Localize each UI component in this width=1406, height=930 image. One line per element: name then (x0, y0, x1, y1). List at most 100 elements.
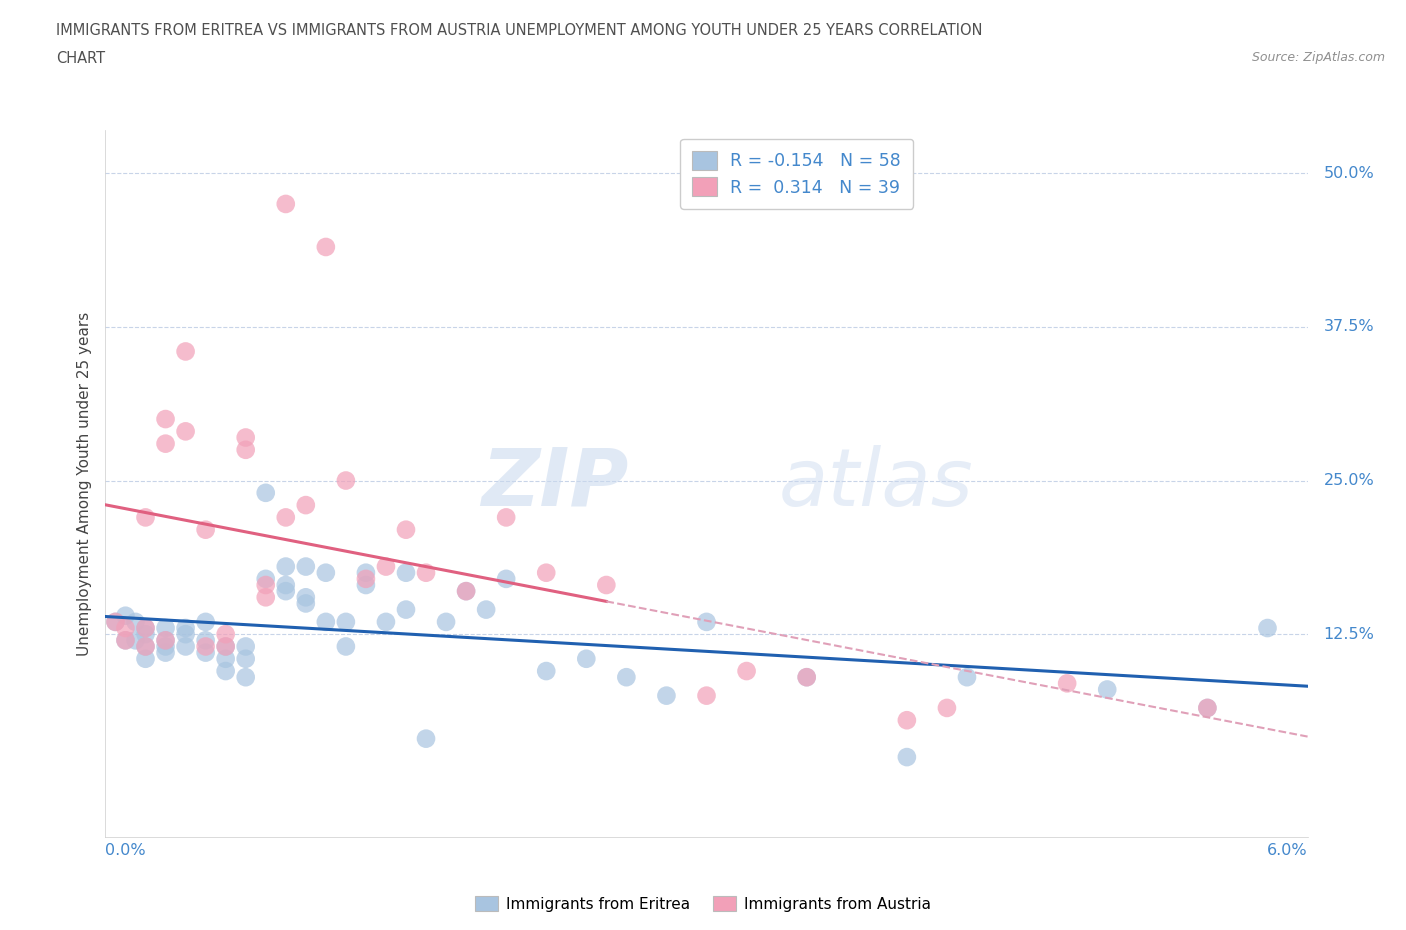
Point (235, 670, 257, 684)
Point (274, 510, 297, 525)
Point (174, 620, 197, 635)
Point (135, 510, 157, 525)
Text: 37.5%: 37.5% (1323, 319, 1374, 335)
Point (354, 578, 377, 592)
Point (374, 559, 398, 574)
Point (124, 615, 146, 630)
Point (1197, 700, 1219, 715)
Point (495, 571, 517, 586)
Point (454, 584, 477, 599)
Point (335, 473, 357, 488)
Point (475, 602, 498, 617)
Point (155, 620, 177, 635)
Point (796, 670, 818, 684)
Point (214, 627, 236, 642)
Point (194, 645, 217, 660)
Point (274, 578, 297, 592)
Text: 0.0%: 0.0% (105, 844, 146, 858)
Point (335, 639, 357, 654)
Point (374, 615, 398, 630)
Point (235, 443, 257, 458)
Point (936, 700, 959, 715)
Point (135, 620, 157, 635)
Point (194, 639, 217, 654)
Point (534, 664, 557, 679)
Point (395, 602, 418, 617)
Point (274, 559, 297, 574)
Legend: Immigrants from Eritrea, Immigrants from Austria: Immigrants from Eritrea, Immigrants from… (470, 889, 936, 918)
Point (135, 639, 157, 654)
Point (274, 196, 297, 211)
Point (104, 615, 127, 630)
Point (254, 571, 277, 586)
Text: 12.5%: 12.5% (1323, 627, 1375, 642)
Point (235, 639, 257, 654)
Text: 50.0%: 50.0% (1323, 166, 1374, 180)
Point (575, 651, 598, 666)
Point (655, 688, 678, 703)
Text: Source: ZipAtlas.com: Source: ZipAtlas.com (1251, 51, 1385, 64)
Point (956, 670, 979, 684)
Point (214, 639, 236, 654)
Point (114, 633, 136, 648)
Legend: R = -0.154   N = 58, R =  0.314   N = 39: R = -0.154 N = 58, R = 0.314 N = 39 (681, 139, 914, 208)
Point (1056, 676, 1078, 691)
Point (135, 639, 157, 654)
Point (395, 523, 418, 538)
Point (155, 639, 177, 654)
Text: ZIP: ZIP (481, 445, 628, 523)
Point (135, 627, 157, 642)
Point (124, 633, 146, 648)
Point (896, 712, 918, 727)
Point (335, 615, 357, 630)
Text: 25.0%: 25.0% (1323, 473, 1374, 488)
Point (796, 670, 818, 684)
Point (1257, 620, 1279, 635)
Point (174, 627, 197, 642)
Point (696, 688, 718, 703)
Text: atlas: atlas (779, 445, 973, 523)
Point (735, 664, 758, 679)
Point (315, 615, 337, 630)
Point (315, 240, 337, 255)
Point (354, 571, 377, 586)
Point (354, 565, 377, 580)
Point (254, 578, 277, 592)
Point (214, 664, 236, 679)
Point (254, 590, 277, 604)
Point (135, 651, 157, 666)
Text: CHART: CHART (56, 51, 105, 66)
Point (104, 615, 127, 630)
Point (1097, 682, 1119, 697)
Point (696, 615, 718, 630)
Point (155, 436, 177, 451)
Point (454, 584, 477, 599)
Point (194, 523, 217, 538)
Point (1197, 700, 1219, 715)
Point (295, 596, 318, 611)
Point (395, 565, 418, 580)
Point (155, 633, 177, 648)
Point (315, 565, 337, 580)
Point (135, 620, 157, 635)
Point (235, 651, 257, 666)
Point (415, 731, 437, 746)
Point (114, 620, 136, 635)
Point (896, 750, 918, 764)
Point (254, 485, 277, 500)
Point (214, 651, 236, 666)
Text: IMMIGRANTS FROM ERITREA VS IMMIGRANTS FROM AUSTRIA UNEMPLOYMENT AMONG YOUTH UNDE: IMMIGRANTS FROM ERITREA VS IMMIGRANTS FR… (56, 23, 983, 38)
Y-axis label: Unemployment Among Youth under 25 years: Unemployment Among Youth under 25 years (77, 312, 93, 656)
Point (595, 578, 617, 592)
Point (155, 645, 177, 660)
Point (295, 498, 318, 512)
Point (616, 670, 638, 684)
Point (155, 412, 177, 427)
Point (434, 615, 457, 630)
Point (174, 639, 197, 654)
Point (174, 424, 197, 439)
Point (114, 608, 136, 623)
Point (235, 430, 257, 445)
Point (495, 510, 517, 525)
Point (295, 559, 318, 574)
